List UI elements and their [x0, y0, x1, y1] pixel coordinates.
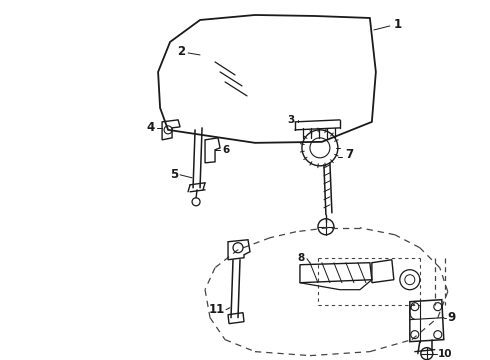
Text: 5: 5 — [170, 168, 178, 181]
Text: 3: 3 — [288, 115, 295, 125]
Text: 9: 9 — [448, 311, 456, 324]
Text: 7: 7 — [345, 148, 353, 161]
Text: 1: 1 — [394, 18, 402, 31]
Text: 10: 10 — [438, 348, 452, 359]
Text: 8: 8 — [298, 253, 305, 263]
Text: 4: 4 — [147, 121, 155, 134]
Text: 11: 11 — [209, 303, 225, 316]
Text: 6: 6 — [222, 145, 229, 155]
Text: 2: 2 — [177, 45, 185, 58]
